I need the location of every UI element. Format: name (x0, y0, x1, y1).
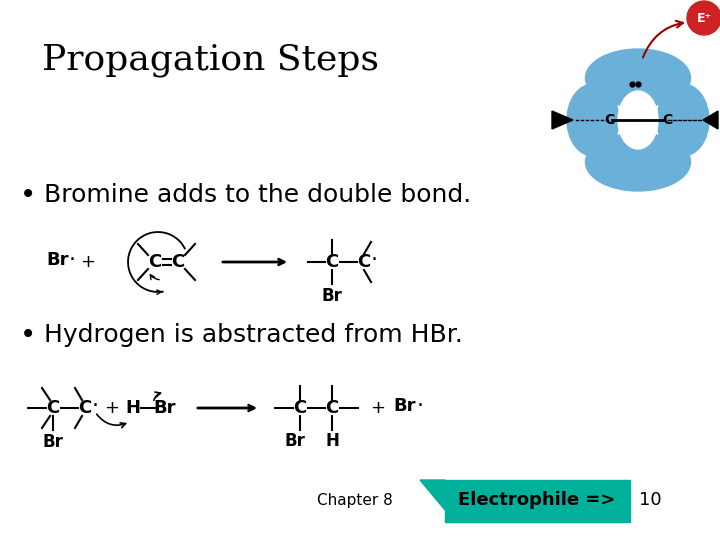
Text: H: H (325, 432, 339, 450)
Text: C: C (325, 253, 338, 271)
Text: ·: · (91, 396, 99, 416)
Text: •: • (20, 181, 36, 209)
Text: Br: Br (284, 432, 305, 450)
Text: H: H (125, 399, 140, 417)
FancyArrowPatch shape (154, 392, 161, 400)
Circle shape (687, 1, 720, 35)
Ellipse shape (657, 84, 709, 156)
Text: C: C (662, 113, 672, 127)
Text: C: C (293, 399, 307, 417)
Text: Br: Br (322, 287, 343, 305)
FancyBboxPatch shape (445, 480, 630, 522)
Text: Electrophile =>: Electrophile => (459, 491, 616, 509)
Polygon shape (552, 111, 573, 129)
Text: Br: Br (47, 251, 69, 269)
Text: C: C (604, 113, 614, 127)
Text: +: + (81, 253, 96, 271)
Text: Br: Br (394, 397, 416, 415)
Text: C: C (357, 253, 371, 271)
Ellipse shape (585, 49, 690, 107)
Text: C: C (325, 399, 338, 417)
Text: ·: · (416, 396, 423, 416)
FancyArrowPatch shape (96, 414, 126, 428)
Text: Br: Br (42, 433, 63, 451)
FancyArrowPatch shape (643, 21, 683, 57)
Polygon shape (420, 480, 445, 510)
Text: C: C (171, 253, 184, 271)
Text: Propagation Steps: Propagation Steps (42, 43, 379, 77)
Ellipse shape (585, 133, 690, 191)
Text: C: C (148, 253, 161, 271)
Text: +: + (104, 399, 120, 417)
Text: ·: · (68, 250, 76, 270)
Text: ·: · (371, 250, 377, 270)
Text: Bromine adds to the double bond.: Bromine adds to the double bond. (44, 183, 472, 207)
Text: E⁺: E⁺ (696, 11, 711, 24)
Text: C: C (46, 399, 60, 417)
Text: +: + (371, 399, 385, 417)
Text: Br: Br (154, 399, 176, 417)
Text: Hydrogen is abstracted from HBr.: Hydrogen is abstracted from HBr. (44, 323, 463, 347)
FancyArrowPatch shape (156, 290, 162, 294)
Polygon shape (703, 111, 718, 129)
Text: •: • (20, 321, 36, 349)
Text: 10: 10 (639, 491, 661, 509)
Text: C: C (78, 399, 91, 417)
Text: Chapter 8: Chapter 8 (317, 492, 393, 508)
Ellipse shape (618, 91, 658, 149)
FancyArrowPatch shape (150, 275, 159, 280)
Ellipse shape (567, 84, 619, 156)
